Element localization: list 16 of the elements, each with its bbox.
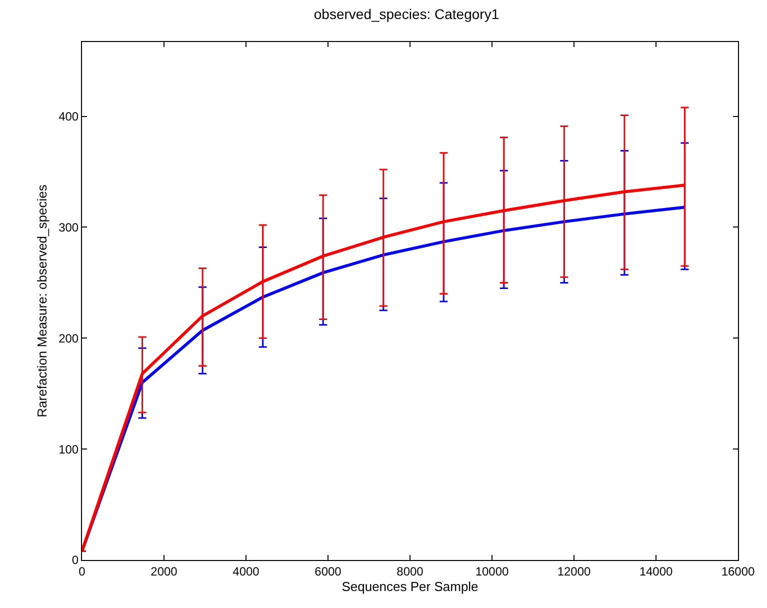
x-tick-label: 6000 (314, 564, 342, 578)
x-tick-label: 8000 (396, 564, 424, 578)
y-tick-label: 400 (58, 110, 79, 124)
y-tick-label: 0 (72, 553, 79, 568)
y-tick-label: 200 (58, 331, 79, 346)
x-tick-label: 10000 (475, 564, 510, 578)
x-tick-label: 12000 (557, 564, 592, 578)
x-axis-title: Sequences Per Sample (342, 579, 478, 594)
x-tick-label: 4000 (232, 564, 260, 578)
y-axis-title: Rarefaction Measure: observed_species (34, 184, 50, 418)
chart-title: observed_species: Category1 (314, 6, 500, 22)
x-tick-label: 16000 (721, 564, 756, 578)
y-tick-label: 300 (58, 220, 79, 234)
x-tick-label: 14000 (639, 564, 674, 578)
y-tick-label: 100 (58, 442, 79, 456)
x-tick-label: 2000 (150, 564, 178, 578)
